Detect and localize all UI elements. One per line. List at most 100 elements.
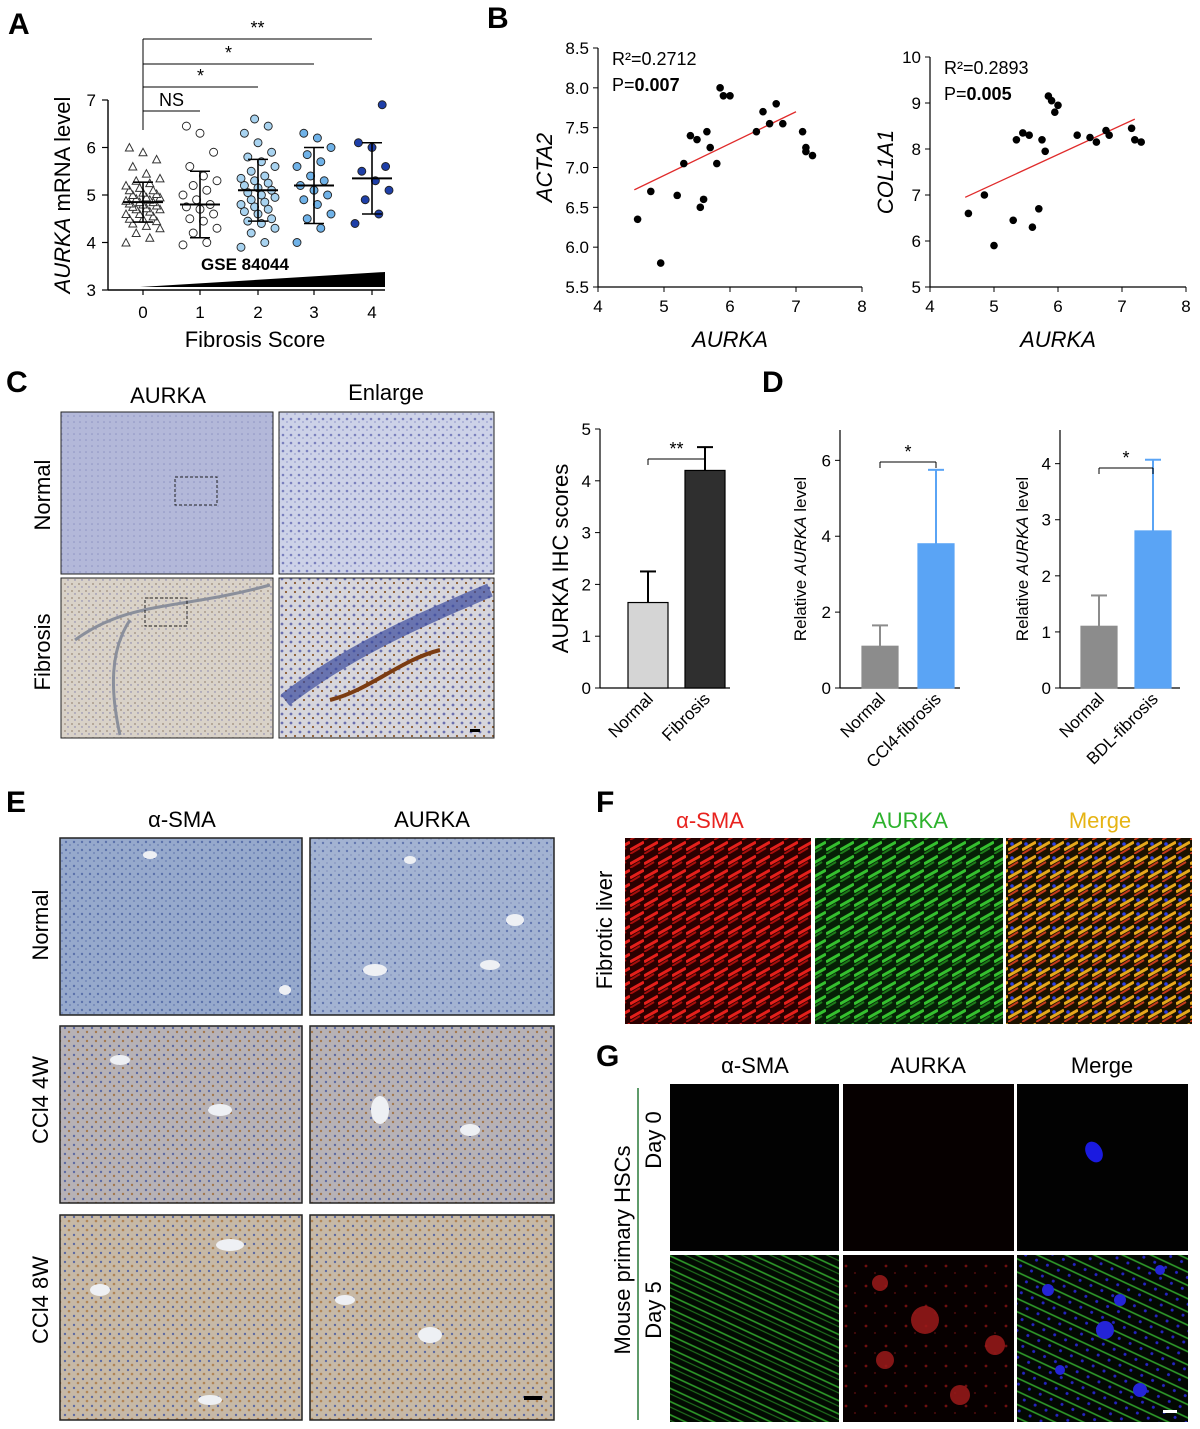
b-x-tick-label: 7 [1117, 297, 1126, 316]
b-point [990, 241, 998, 250]
b-point [798, 127, 807, 136]
b-point [1054, 101, 1062, 110]
b-point [703, 127, 711, 136]
fluor-f-asma [625, 838, 811, 1024]
a-point-score3 [292, 162, 302, 171]
b-x-tick-label: 4 [593, 297, 602, 316]
b-point [656, 259, 665, 267]
bar-y-tick-label: 4 [822, 527, 831, 546]
a-point-score4 [360, 195, 370, 205]
a-point-score1 [185, 214, 195, 224]
a-dataset-label: GSE 84044 [201, 255, 289, 274]
aurka-puncta-day5 [872, 1275, 1005, 1405]
a-point-score2 [236, 200, 246, 209]
a-point-score1 [202, 238, 212, 247]
a-point-score3 [323, 190, 333, 200]
a-y-tick-label: 3 [87, 281, 96, 300]
a-point-score3 [302, 150, 312, 160]
b-point [693, 135, 701, 144]
a-point-score2 [239, 128, 249, 138]
b-p-label: P=0.007 [612, 75, 680, 95]
a-y-tick-label: 7 [87, 91, 96, 110]
panel-f-row-label: Fibrotic liver [592, 871, 617, 990]
panel-label-b: B [487, 2, 509, 35]
a-point-score1 [195, 128, 205, 138]
panel-g-col-title-aurka: AURKA [890, 1053, 966, 1078]
bar-y-label-part: Relative [791, 575, 810, 641]
bar-y-label-part: AURKA [791, 516, 810, 576]
bar-ccl4-fibrosis [917, 543, 955, 689]
b-point [1019, 129, 1027, 137]
a-point-score0 [151, 216, 162, 226]
b-point [802, 147, 810, 156]
a-point-score2 [236, 242, 246, 252]
b-point [1127, 124, 1136, 133]
b-point [752, 127, 761, 136]
bar-normal [1080, 625, 1118, 689]
panel-c-bar-chart: 0 1 2 3 4 5 Normal Fibrosis ** AURKA IHC scores [548, 420, 730, 745]
panel-label-a: A [8, 8, 30, 41]
panel-g-images: α-SMA AURKA Merge Mouse primary HSCs Day… [610, 1053, 1188, 1422]
panel-label-f: F [596, 786, 614, 819]
b-x-tick-label: 8 [1181, 297, 1190, 316]
a-point-score2 [270, 223, 280, 233]
panel-f-col-title-merge: Merge [1069, 808, 1131, 833]
b-point [647, 187, 655, 196]
panel-e-row-label-ccl4-4w: CCl4 4W [28, 1056, 53, 1144]
vessels-e [90, 851, 524, 1405]
a-sig-label: * [197, 66, 204, 86]
a-point-score0 [127, 218, 138, 228]
b-y-tick-label: 5 [912, 278, 921, 297]
b-y-tick-label: 8.0 [565, 79, 589, 98]
a-point-score0 [144, 232, 155, 242]
micrograph-e-8w-asma [59, 1214, 303, 1421]
panel-b-acta2-scatter: 5.5 6.0 6.5 7.0 7.5 8.0 8.5 4 5 6 7 8 R²=0.2712 P=0.0… [532, 39, 867, 352]
a-point-score2 [263, 204, 273, 214]
a-point-score0 [138, 147, 148, 157]
a-point-score1 [178, 240, 188, 250]
a-sig-label: NS [159, 90, 184, 110]
a-point-score2 [246, 166, 256, 176]
b-y-tick-label: 8.5 [565, 39, 589, 58]
panel-g-col-title-merge: Merge [1071, 1053, 1133, 1078]
b-x-tick-label: 4 [925, 297, 934, 316]
a-point-score4 [350, 219, 360, 228]
bar-y-tick-label: 2 [1042, 567, 1051, 586]
panel-label-e: E [6, 786, 26, 819]
fluor-f-merge [1006, 838, 1192, 1024]
bar-y-tick-label: 3 [1042, 511, 1051, 530]
fluor-g-day5-aurka [843, 1255, 1014, 1422]
b-y-tick-label: 5.5 [565, 278, 589, 297]
a-point-score1 [188, 181, 198, 190]
bar-fibrosis [684, 469, 726, 689]
a-point-score2 [267, 147, 277, 157]
a-point-score0 [127, 161, 138, 171]
a-point-score0 [141, 168, 152, 178]
bar-normal [861, 645, 899, 689]
scale-bar-c [470, 729, 480, 732]
a-y-tick-label: 4 [87, 234, 96, 253]
a-x-tick-label: 3 [309, 303, 318, 322]
bar-y-label-part: level [791, 477, 810, 517]
panel-g-side-label: Mouse primary HSCs [610, 1145, 635, 1354]
a-point-score2 [253, 138, 263, 148]
b-point [1047, 96, 1056, 105]
b-point [1086, 133, 1094, 142]
bar-y-label-part: level [1013, 477, 1032, 517]
b-y-tick-label: 9 [912, 94, 921, 113]
a-point-score3 [316, 223, 326, 233]
a-point-score0 [134, 182, 145, 192]
a-point-score0 [151, 154, 162, 164]
b-point [1105, 131, 1113, 139]
b-point [759, 107, 767, 116]
b-x-tick-label: 6 [725, 297, 734, 316]
fluor-g-day0-asma [670, 1084, 839, 1251]
micrograph-fibrosis-aurka [60, 577, 274, 739]
a-point-score0 [148, 211, 159, 221]
fluor-g-day0-aurka [843, 1084, 1014, 1251]
a-point-score2 [239, 207, 249, 217]
a-x-tick-label: 0 [138, 303, 147, 322]
scale-bar-e [524, 1396, 542, 1400]
b-y-tick-label: 7.5 [565, 119, 589, 138]
